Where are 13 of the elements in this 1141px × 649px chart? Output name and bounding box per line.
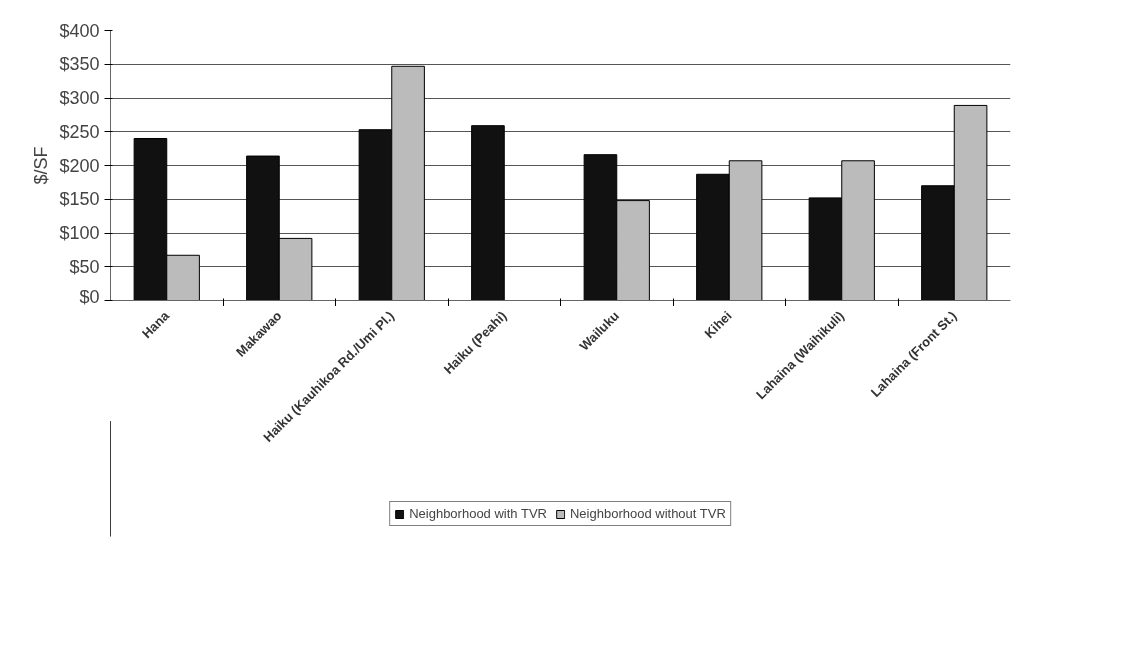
legend-label: Neighborhood with TVR xyxy=(409,506,547,521)
y-tick-label: $300 xyxy=(59,88,100,108)
legend-label: Neighborhood without TVR xyxy=(569,506,726,521)
y-tick-label: $200 xyxy=(59,155,100,176)
y-axis-title: $/SF xyxy=(31,146,52,185)
bar xyxy=(471,125,505,301)
y-tick-label: $250 xyxy=(59,121,100,142)
y-tick-label: $400 xyxy=(59,20,100,41)
y-tick-label: $100 xyxy=(59,223,100,243)
y-tick-label: $150 xyxy=(59,189,100,210)
y-tick-label: $50 xyxy=(69,256,100,277)
y-tick-label: $350 xyxy=(59,54,100,75)
y-tick-label: $0 xyxy=(79,286,100,307)
